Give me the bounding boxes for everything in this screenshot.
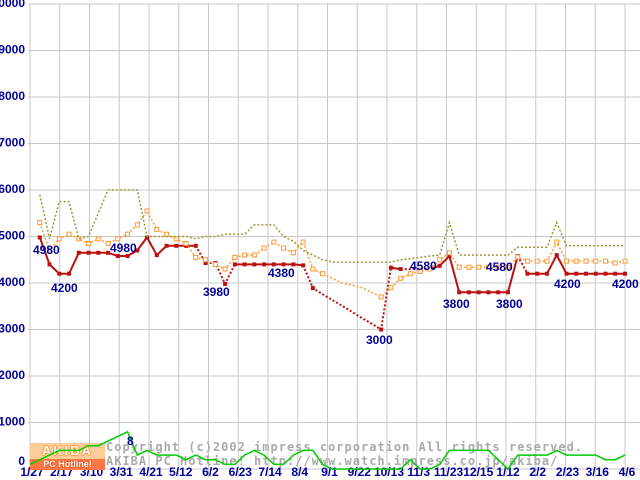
svg-text:7000: 7000 — [0, 136, 25, 150]
svg-text:4980: 4980 — [110, 241, 137, 255]
svg-text:5000: 5000 — [0, 229, 25, 243]
svg-text:4580: 4580 — [486, 260, 513, 274]
akiba-logo-pchotline-text: PC Hotline! — [30, 459, 105, 470]
gridlines — [28, 3, 640, 477]
svg-text:9000: 9000 — [0, 43, 25, 57]
shop-count-line — [29, 430, 626, 471]
svg-text:4380: 4380 — [268, 266, 295, 280]
svg-text:10000: 10000 — [0, 0, 25, 10]
svg-text:4200: 4200 — [51, 281, 78, 295]
svg-text:4000: 4000 — [0, 275, 25, 289]
point-labels: 4980 4200 4980 3980 4380 3000 4580 3800 3800 4580… — [33, 241, 639, 448]
svg-text:8/4: 8/4 — [291, 465, 308, 479]
highest-price-line — [39, 189, 625, 263]
svg-text:3/16: 3/16 — [586, 465, 610, 479]
y-axis-labels: 0 1000 2000 3000 4000 5000 6000 7000 8000 9000 100… — [0, 0, 25, 468]
svg-text:2000: 2000 — [0, 368, 25, 382]
svg-text:4980: 4980 — [33, 243, 60, 257]
svg-text:4200: 4200 — [554, 277, 581, 291]
svg-text:4/6: 4/6 — [619, 465, 636, 479]
svg-text:2/23: 2/23 — [556, 465, 580, 479]
svg-text:7/14: 7/14 — [258, 465, 282, 479]
svg-text:3980: 3980 — [203, 285, 230, 299]
svg-text:6/2: 6/2 — [202, 465, 219, 479]
svg-text:6000: 6000 — [0, 182, 25, 196]
svg-text:3/31: 3/31 — [110, 465, 134, 479]
svg-text:8: 8 — [127, 434, 134, 448]
svg-text:12/15: 12/15 — [463, 465, 493, 479]
svg-text:0: 0 — [18, 454, 25, 468]
svg-text:11/23: 11/23 — [434, 465, 464, 479]
svg-text:3800: 3800 — [496, 297, 523, 311]
svg-text:3800: 3800 — [443, 297, 470, 311]
svg-text:3000: 3000 — [0, 322, 25, 336]
svg-text:1/12: 1/12 — [496, 465, 520, 479]
svg-text:6/23: 6/23 — [229, 465, 253, 479]
svg-text:4200: 4200 — [612, 277, 639, 291]
svg-text:3000: 3000 — [366, 333, 393, 347]
svg-text:4580: 4580 — [410, 259, 437, 273]
svg-text:1000: 1000 — [0, 415, 25, 429]
svg-text:4/21: 4/21 — [139, 465, 163, 479]
svg-text:8000: 8000 — [0, 89, 25, 103]
svg-text:2/2: 2/2 — [529, 465, 546, 479]
svg-text:5/12: 5/12 — [169, 465, 193, 479]
